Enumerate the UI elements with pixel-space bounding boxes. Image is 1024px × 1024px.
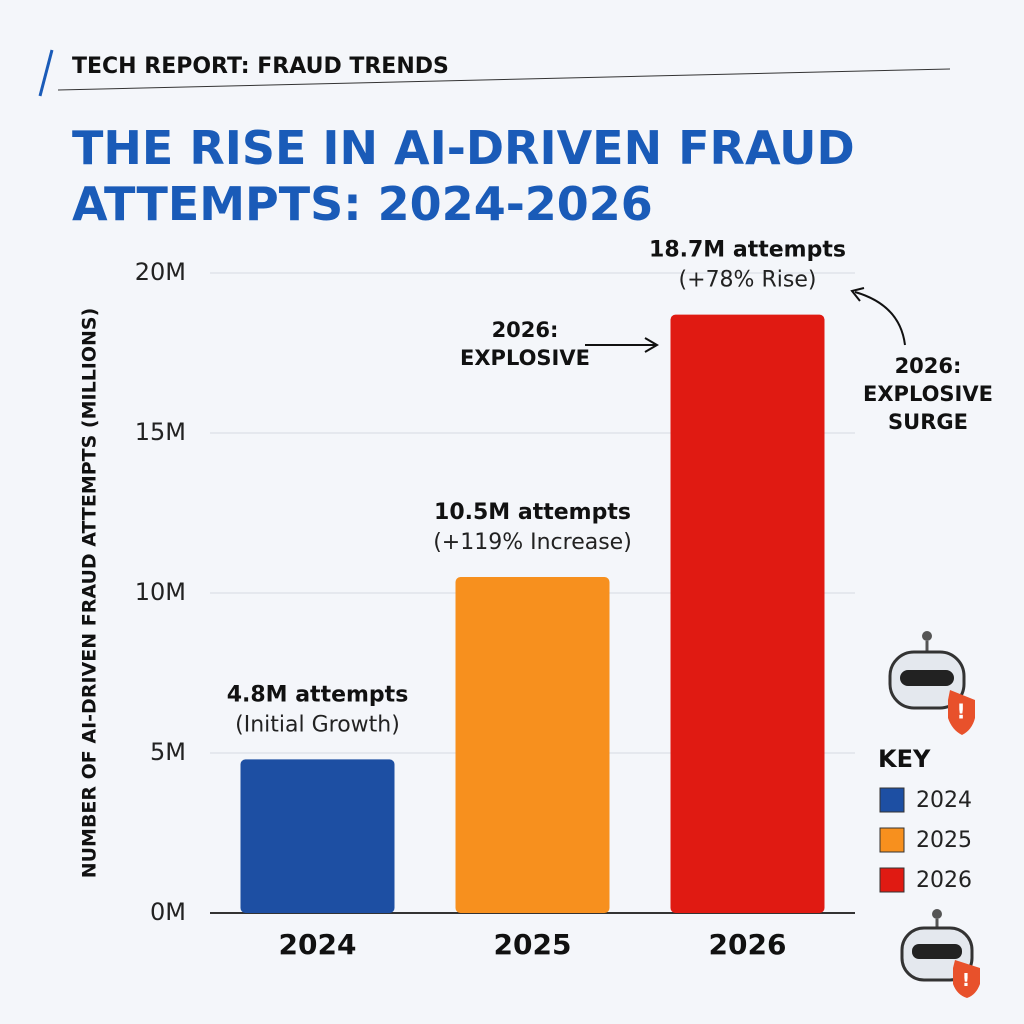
x-tick-label: 2024 (279, 928, 357, 961)
y-tick-label: 5M (150, 738, 186, 766)
callout-arrow (850, 287, 906, 346)
annotation: 2026: EXPLOSIVE (460, 318, 590, 370)
robot-icon: ! (900, 909, 980, 998)
svg-text:!: ! (962, 970, 970, 991)
header: TECH REPORT: FRAUD TRENDS (72, 54, 449, 79)
value-note: (+78% Rise) (679, 268, 817, 293)
chart-title: THE RISE IN AI-DRIVEN FRAUD ATTEMPTS: 20… (72, 121, 855, 231)
y-tick-label: 0M (150, 898, 186, 926)
y-tick-label: 10M (135, 578, 186, 606)
bar (240, 759, 395, 913)
value-note: (Initial Growth) (235, 712, 400, 737)
legend-label: 2026 (916, 868, 972, 893)
value-label: 18.7M attempts (649, 238, 846, 263)
y-tick-label: 20M (135, 258, 186, 286)
robot-icon: ! (888, 631, 975, 735)
legend-label: 2024 (916, 788, 972, 813)
bar (455, 577, 610, 913)
legend-title: KEY (878, 745, 931, 773)
bar (670, 314, 825, 914)
x-tick-label: 2026 (709, 928, 787, 961)
y-axis-label: NUMBER OF AI-DRIVEN FRAUD ATTEMPTS (MILL… (79, 308, 101, 879)
annotation: 2026: EXPLOSIVE SURGE (863, 354, 993, 434)
callout-arrow (585, 337, 659, 353)
y-tick-label: 15M (135, 418, 186, 446)
svg-text:!: ! (956, 700, 965, 724)
value-label: 10.5M attempts (434, 500, 631, 525)
header-rule (57, 68, 951, 91)
x-tick-label: 2025 (494, 928, 572, 961)
legend-swatch (879, 827, 905, 853)
value-note: (+119% Increase) (433, 530, 632, 555)
header-mark (38, 49, 54, 97)
value-label: 4.8M attempts (227, 682, 409, 707)
legend-swatch (879, 867, 905, 893)
legend-swatch (879, 787, 905, 813)
legend-label: 2025 (916, 828, 972, 853)
